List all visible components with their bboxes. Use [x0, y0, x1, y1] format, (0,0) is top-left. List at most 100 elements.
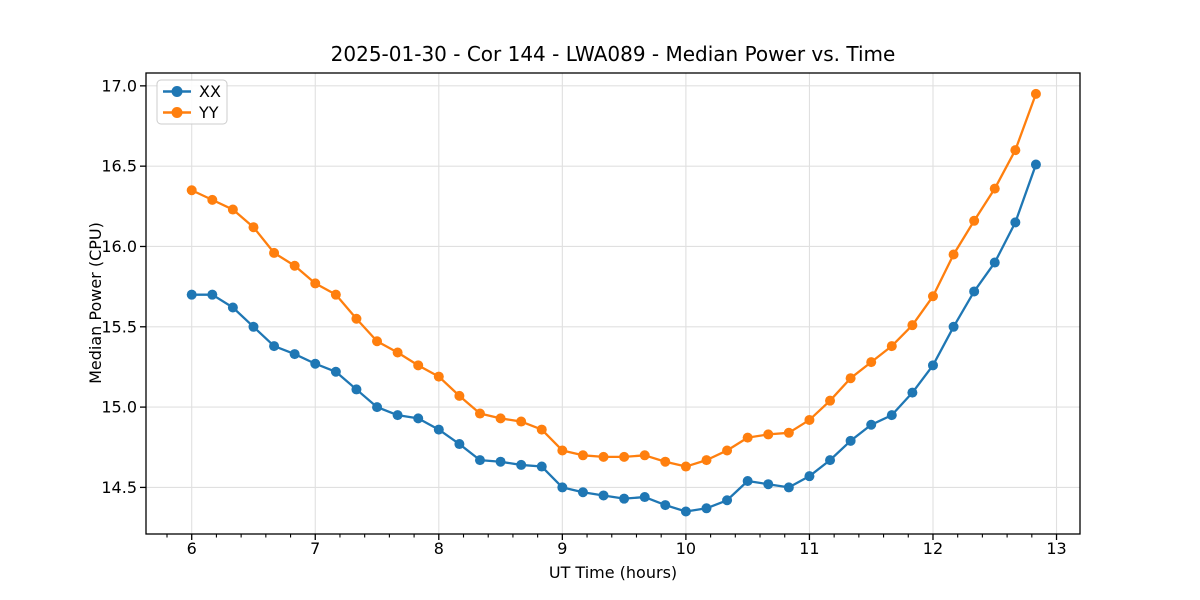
data-point-xx	[866, 419, 877, 430]
data-point-yy	[186, 185, 197, 196]
data-point-xx	[619, 493, 630, 504]
data-point-yy	[680, 461, 691, 472]
y-tick-label: 15.5	[101, 317, 137, 336]
x-tick-label: 9	[557, 539, 567, 558]
data-point-xx	[454, 439, 465, 450]
data-point-yy	[454, 390, 465, 401]
data-point-xx	[1030, 159, 1041, 170]
x-tick-label: 6	[187, 539, 197, 558]
data-point-yy	[392, 347, 403, 358]
data-point-xx	[577, 487, 588, 498]
y-tick-label: 14.5	[101, 478, 137, 497]
data-point-xx	[289, 349, 300, 360]
data-point-xx	[269, 341, 280, 352]
data-point-yy	[969, 215, 980, 226]
series-line-xx	[191, 164, 1038, 513]
data-point-xx	[227, 302, 238, 313]
y-tick-label: 17.0	[101, 76, 137, 95]
y-axis-label: Median Power (CPU)	[86, 222, 105, 384]
data-point-yy	[474, 408, 485, 419]
data-point-xx	[598, 490, 609, 501]
data-point-yy	[289, 260, 300, 271]
data-point-xx	[536, 461, 547, 472]
data-point-yy	[701, 455, 712, 466]
data-point-yy	[598, 451, 609, 462]
data-point-xx	[495, 456, 506, 467]
data-point-yy	[495, 413, 506, 424]
data-point-xx	[948, 321, 959, 332]
data-point-yy	[639, 450, 650, 461]
data-point-yy	[866, 357, 877, 368]
y-tick-label: 15.0	[101, 398, 137, 417]
data-point-xx	[804, 471, 815, 482]
data-point-yy	[1030, 88, 1041, 99]
data-point-xx	[557, 482, 568, 493]
data-point-yy	[948, 249, 959, 260]
data-point-xx	[660, 500, 671, 511]
data-point-xx	[701, 503, 712, 514]
plot-area-border	[145, 72, 1081, 535]
data-series	[186, 88, 1041, 517]
data-point-xx	[722, 495, 733, 506]
data-point-yy	[227, 204, 238, 215]
data-point-yy	[619, 451, 630, 462]
legend-marker-xx	[171, 86, 183, 97]
data-point-xx	[1010, 217, 1021, 228]
data-point-yy	[660, 456, 671, 467]
data-point-yy	[927, 291, 938, 302]
data-point-yy	[886, 341, 897, 352]
data-point-xx	[825, 455, 836, 466]
data-point-xx	[886, 410, 897, 421]
axis-ticks	[140, 85, 1058, 540]
data-point-xx	[330, 366, 341, 377]
data-point-yy	[310, 278, 321, 289]
data-point-xx	[969, 286, 980, 297]
data-point-yy	[248, 222, 259, 233]
x-axis-label: UT Time (hours)	[549, 563, 677, 582]
legend-label-xx: XX	[199, 82, 221, 101]
data-point-yy	[845, 373, 856, 384]
data-point-xx	[639, 492, 650, 503]
data-point-yy	[351, 313, 362, 324]
gridlines	[146, 73, 1080, 534]
data-point-yy	[763, 429, 774, 440]
x-tick-label: 13	[1046, 539, 1066, 558]
x-tick-labels: 6 7 8 9 10 11 12 13	[187, 539, 1067, 558]
data-point-xx	[845, 435, 856, 446]
legend-item-yy: YY	[163, 103, 219, 122]
x-tick-label: 12	[923, 539, 943, 558]
data-point-yy	[722, 445, 733, 456]
data-point-xx	[989, 257, 1000, 268]
data-point-xx	[474, 455, 485, 466]
data-point-yy	[577, 450, 588, 461]
data-point-xx	[433, 424, 444, 435]
data-point-yy	[433, 371, 444, 382]
data-point-xx	[763, 479, 774, 490]
data-point-yy	[557, 445, 568, 456]
data-point-yy	[907, 320, 918, 331]
legend-item-xx: XX	[163, 82, 221, 101]
data-point-yy	[825, 395, 836, 406]
data-point-yy	[269, 247, 280, 258]
data-point-xx	[927, 360, 938, 371]
data-point-xx	[516, 459, 527, 470]
data-point-xx	[186, 289, 197, 300]
data-point-yy	[783, 427, 794, 438]
chart-title: 2025-01-30 - Cor 144 - LWA089 - Median P…	[331, 42, 896, 66]
legend-label-yy: YY	[198, 103, 219, 122]
data-point-xx	[413, 413, 424, 424]
data-point-xx	[742, 475, 753, 486]
y-tick-label: 16.5	[101, 157, 137, 176]
data-point-yy	[207, 194, 218, 205]
data-point-xx	[783, 482, 794, 493]
data-point-xx	[680, 506, 691, 517]
data-point-yy	[372, 336, 383, 347]
data-point-yy	[516, 416, 527, 427]
x-tick-label: 10	[676, 539, 696, 558]
data-point-yy	[989, 183, 1000, 194]
data-point-yy	[804, 414, 815, 425]
y-tick-label: 16.0	[101, 237, 137, 256]
data-point-xx	[207, 289, 218, 300]
